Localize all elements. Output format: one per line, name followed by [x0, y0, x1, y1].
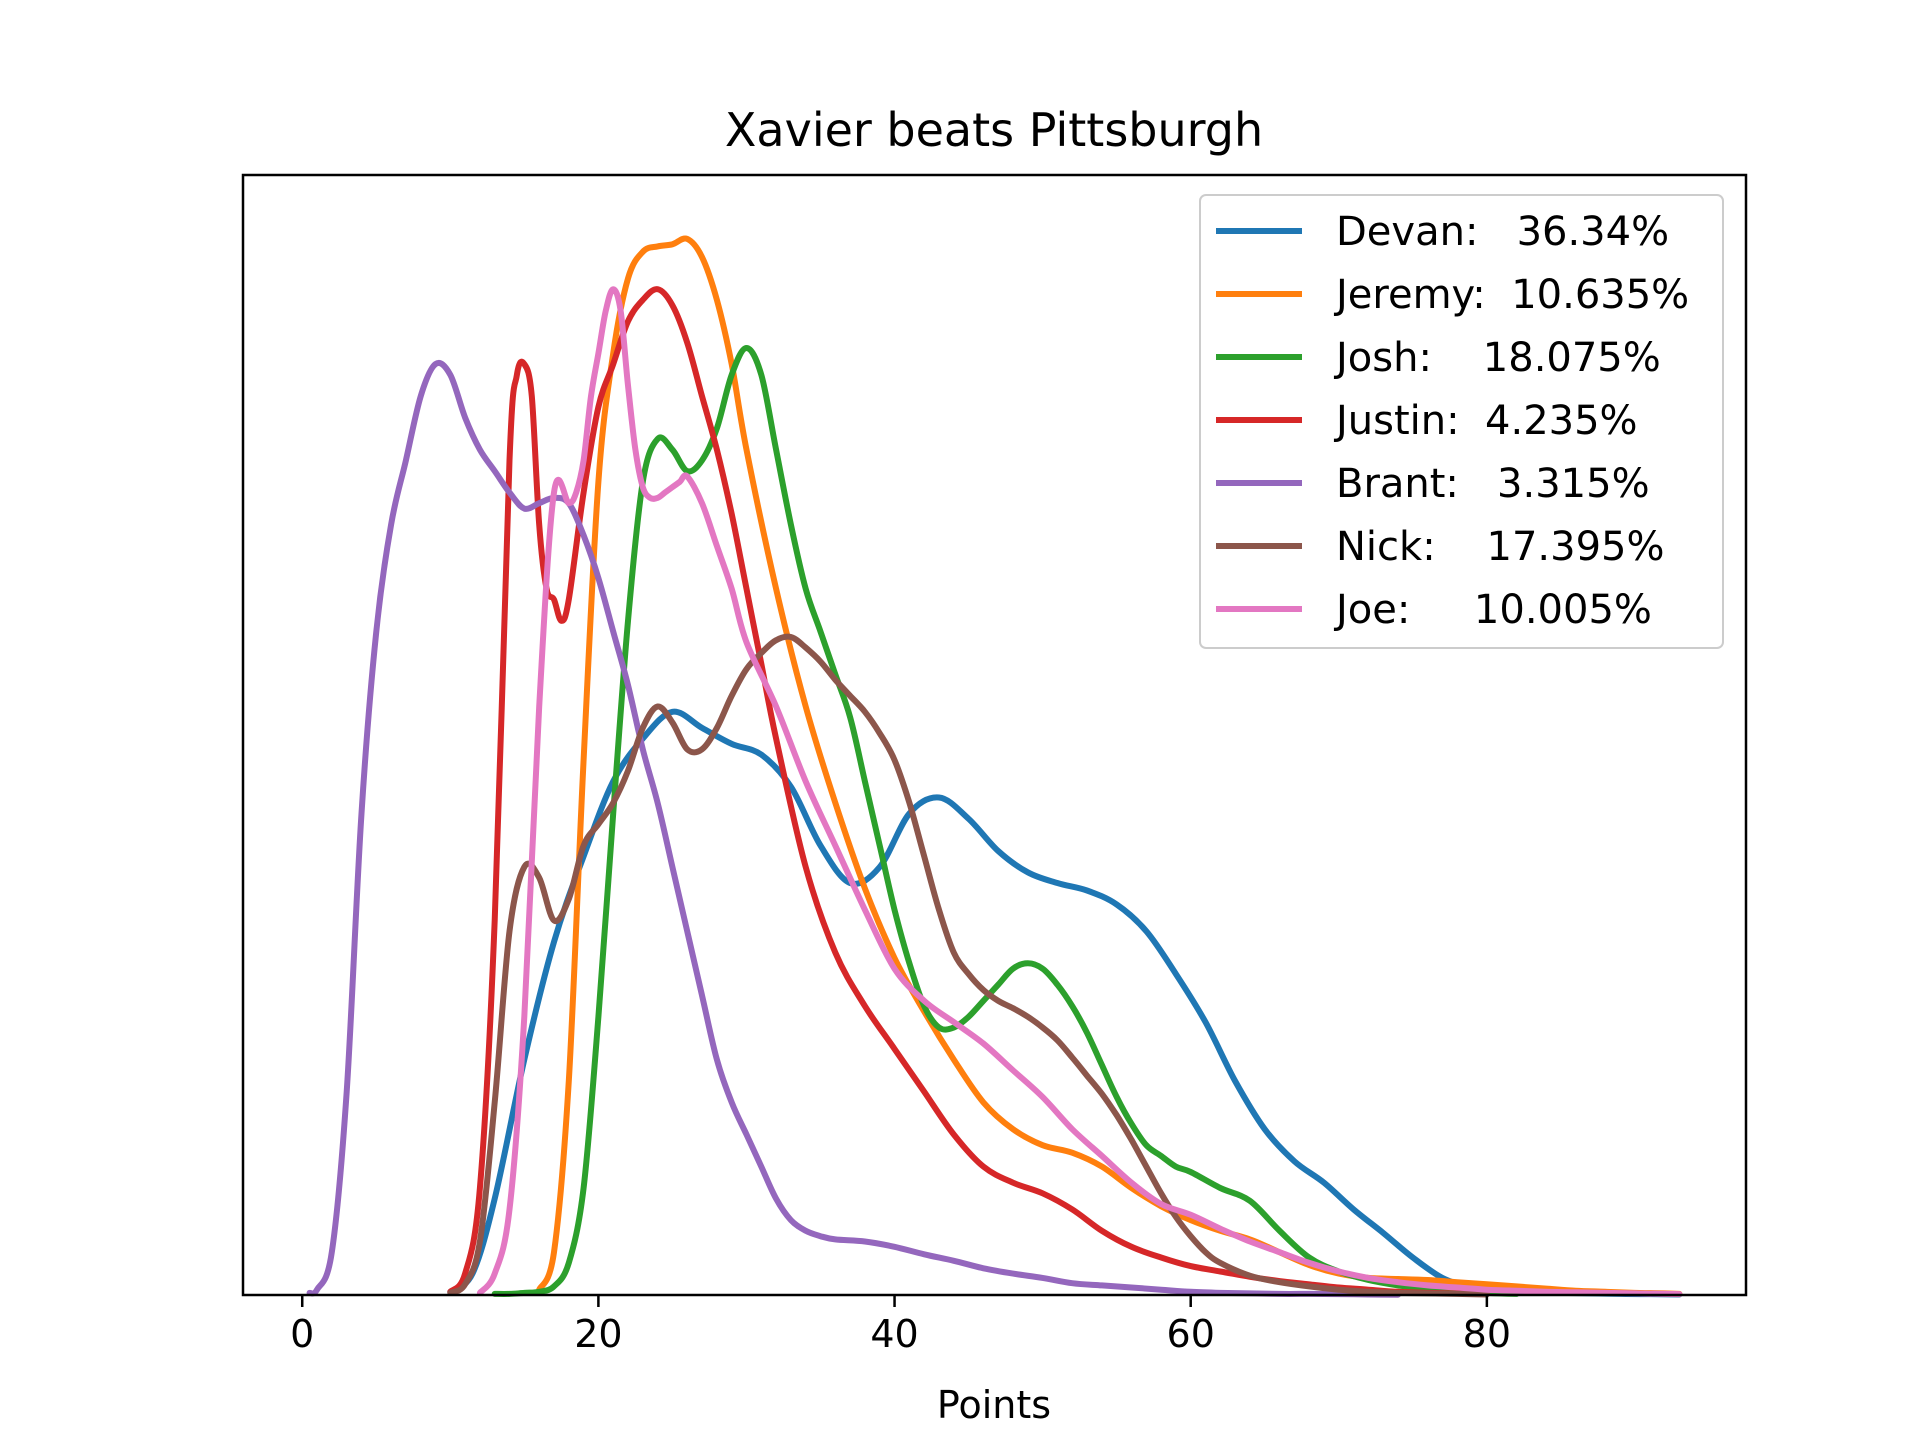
- legend: Devan: 36.34% Jeremy: 10.635% Josh: 18.075…: [1199, 194, 1724, 649]
- chart-title: Xavier beats Pittsburgh: [725, 103, 1263, 157]
- series-line-4: [447, 286, 1490, 1297]
- x-tick-label: 0: [290, 1312, 314, 1356]
- x-tick-label: 40: [870, 1312, 918, 1356]
- legend-entry: Nick: 17.395%: [1336, 524, 1665, 570]
- series-line-7: [476, 286, 1683, 1298]
- legend-entry: Josh: 18.075%: [1333, 335, 1661, 381]
- series-line-3: [491, 345, 1520, 1297]
- x-axis-ticks: 0 20 40 60 80: [290, 1295, 1511, 1356]
- legend-entry: Justin: 4.235%: [1333, 398, 1638, 444]
- series-line-5: [306, 360, 1401, 1298]
- x-axis-label: Points: [937, 1383, 1051, 1427]
- plot-frame: [241, 173, 1748, 1297]
- series-line-6: [447, 633, 1490, 1298]
- legend-entry: Jeremy: 10.635%: [1333, 272, 1689, 318]
- series-layer: [306, 235, 1683, 1298]
- legend-box: [1199, 194, 1724, 649]
- legend-entry: Devan: 36.34%: [1336, 209, 1669, 255]
- legend-entry: Brant: 3.315%: [1336, 461, 1650, 507]
- x-tick-label: 60: [1167, 1312, 1215, 1356]
- legend-entry: Joe: 10.005%: [1333, 587, 1652, 633]
- x-tick-label: 80: [1463, 1312, 1511, 1356]
- x-tick-label: 20: [574, 1312, 622, 1356]
